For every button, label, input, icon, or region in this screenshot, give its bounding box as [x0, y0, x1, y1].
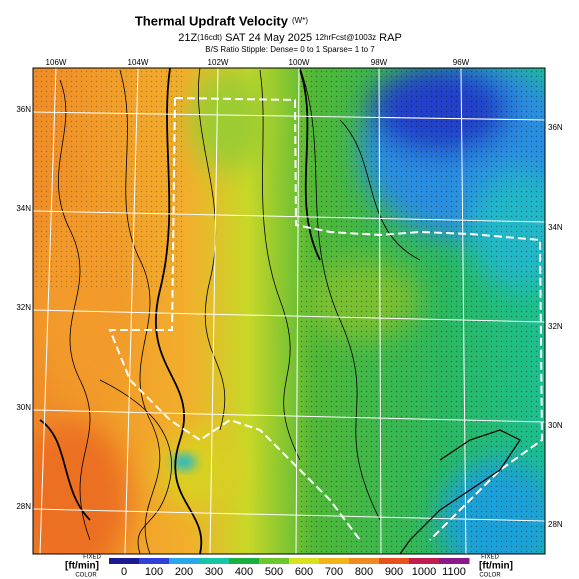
latitude-label: 32N — [16, 303, 31, 312]
latitude-label: 36N — [16, 105, 31, 114]
title: Thermal Updraft Velocity — [135, 13, 289, 28]
colorbar: 0 100 200 300 400 500 600 700 800 900 1000 1100 — [109, 558, 470, 578]
colorbar-swatch — [259, 558, 290, 564]
longitude-label: 98W — [371, 58, 388, 67]
colorbar-swatch — [139, 558, 170, 564]
colorbar-swatch — [109, 558, 140, 564]
latitude-label: 30N — [548, 421, 563, 430]
colorbar-tick-label: 900 — [385, 566, 403, 578]
cb-left-unit: [ft/min] — [65, 561, 99, 572]
colorbar-swatch — [169, 558, 200, 564]
latitude-label: 32N — [548, 322, 563, 331]
longitude-label: 106W — [46, 58, 67, 67]
contours-bold — [39, 68, 321, 554]
latitude-label: 36N — [548, 123, 563, 132]
subtitle-local: (16cdt) — [197, 33, 222, 42]
colorbar-swatch — [409, 558, 440, 564]
subtitle: 21Z(16cdt) SAT 24 May 2025 12hrFcst@1003z R… — [178, 32, 402, 44]
graticule — [33, 68, 545, 554]
coastline — [399, 429, 521, 554]
colorbar-swatch — [289, 558, 320, 564]
contours — [57, 68, 421, 554]
colorbar-tick-label: 700 — [325, 566, 343, 578]
colorbar-swatch — [229, 558, 260, 564]
cb-right-sub: COLOR — [479, 573, 501, 579]
colorbar-swatch — [379, 558, 410, 564]
colorbar-tick-label: 400 — [235, 566, 253, 578]
latitude-label: 34N — [548, 223, 563, 232]
longitude-label: 96W — [453, 58, 470, 67]
longitude-label: 100W — [289, 58, 310, 67]
colorbar-tick-label: 0 — [121, 566, 127, 578]
colorbar-tick-label: 800 — [355, 566, 373, 578]
colorbar-swatch — [439, 558, 470, 564]
colorbar-tick-label: 500 — [265, 566, 283, 578]
title-tag: (W*) — [292, 16, 308, 25]
cb-right-unit: [ft/min] — [479, 561, 513, 572]
subtitle-time: 21Z — [178, 32, 197, 44]
cb-left-sub: COLOR — [75, 573, 97, 579]
latitude-label: 28N — [16, 502, 31, 511]
latitude-label: 34N — [16, 204, 31, 213]
map — [33, 68, 545, 554]
colorbar-tick-label: 600 — [295, 566, 313, 578]
cb-right-tag: FIXED — [481, 555, 499, 561]
stipple-note: B/S Ratio Stipple: Dense= 0 to 1 Sparse=… — [205, 45, 375, 54]
latitude-label: 30N — [16, 403, 31, 412]
colorbar-tick-label: 300 — [205, 566, 223, 578]
subtitle-fcst: 12hrFcst@1003z — [315, 33, 376, 42]
state-borders — [108, 97, 544, 541]
subtitle-model: RAP — [379, 32, 402, 44]
colorbar-tick-label: 1000 — [412, 566, 436, 578]
colorbar-tick-label: 100 — [145, 566, 163, 578]
colorbar-tick-label: 1100 — [442, 566, 466, 578]
geo-labels: 106W 104W 102W 100W 98W 96W 36N 34N 32N 30N 28N 36N… — [16, 58, 563, 529]
subtitle-date: SAT 24 May 2025 — [225, 32, 312, 44]
cb-left-tag: FIXED — [83, 555, 101, 561]
colorbar-swatch — [349, 558, 380, 564]
longitude-label: 102W — [208, 58, 229, 67]
latitude-label: 28N — [548, 520, 563, 529]
colorbar-tick-label: 200 — [175, 566, 193, 578]
longitude-label: 104W — [128, 58, 149, 67]
colorbar-swatch — [319, 558, 350, 564]
map-frame — [32, 67, 546, 555]
colorbar-swatch — [199, 558, 230, 564]
